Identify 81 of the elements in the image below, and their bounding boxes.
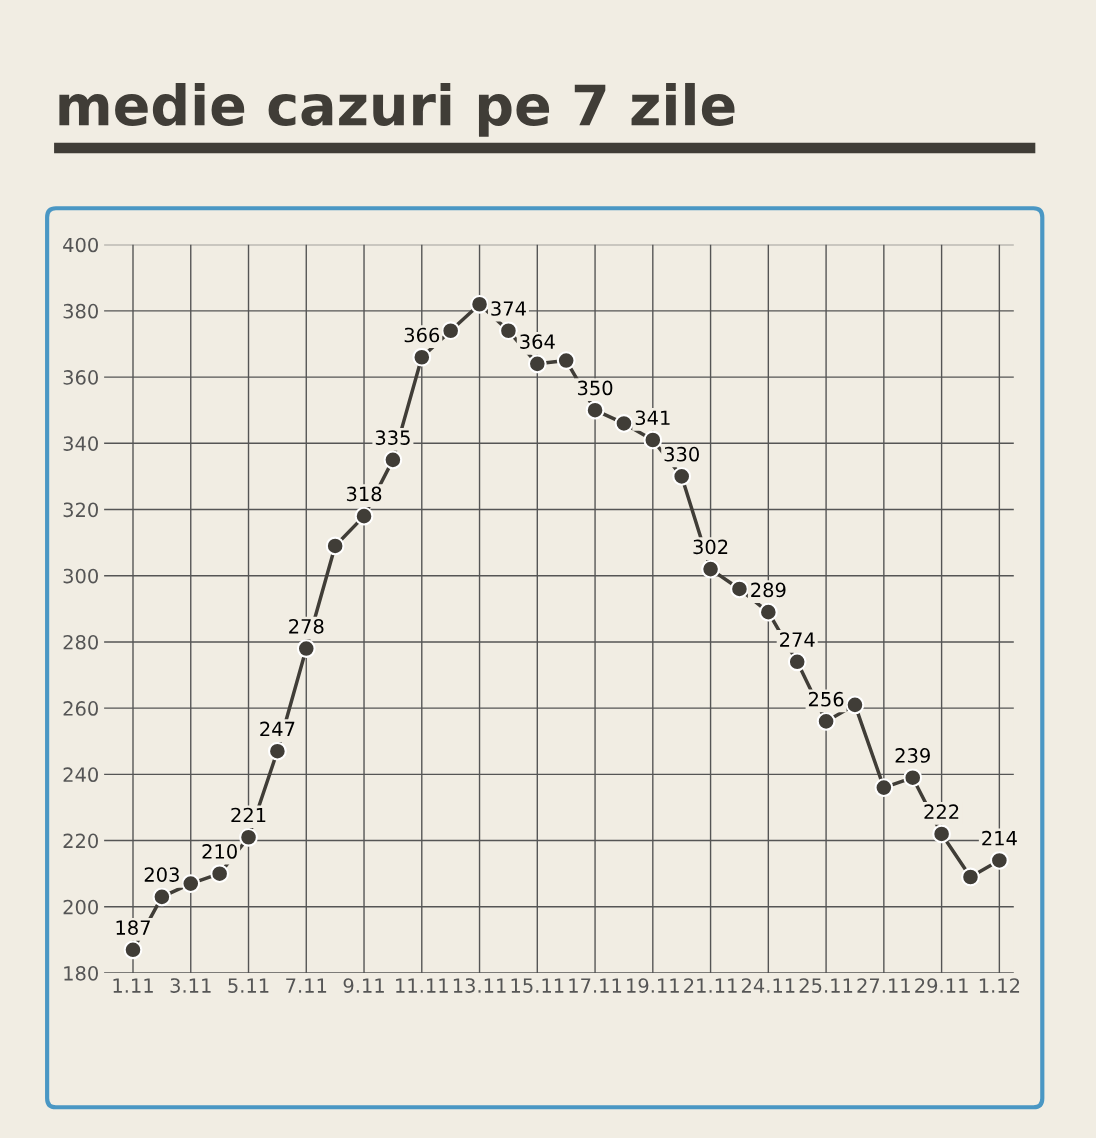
point [470,294,489,314]
data-label: 302 [693,539,728,555]
y-tick-label: 380 [63,303,98,319]
y-tick-label: 200 [63,899,98,915]
x-tick-label: 5.11 [228,978,269,993]
point [441,321,461,341]
x-tick-label: 27.11 [857,978,910,993]
point [730,579,749,599]
x-tick-label: 9.11 [343,978,384,993]
point [989,851,1009,870]
point [383,450,403,470]
data-label: 214 [982,830,1017,846]
x-tick-label: 15.11 [511,978,564,993]
point [961,867,980,887]
y-tick-label: 240 [63,767,98,783]
y-tick-label: 340 [63,436,98,451]
point [296,639,316,658]
data-label: 374 [491,301,526,316]
point [412,347,432,367]
x-tick-label: 13.11 [453,978,506,993]
data-label: 364 [520,334,555,349]
x-tick-label: 3.11 [170,978,211,993]
x-tick-label: 11.11 [396,978,448,993]
point [152,887,172,907]
y-tick-label: 300 [63,568,98,584]
point [845,695,865,715]
point [527,354,547,374]
x-tick-label: 17.11 [569,978,622,993]
data-label: 335 [375,430,410,445]
point [816,712,836,731]
data-label: 187 [116,920,150,935]
point [181,874,201,893]
point [758,602,778,622]
y-tick-label: 260 [63,701,98,716]
x-tick-label: 19.11 [627,978,679,993]
point [672,467,692,486]
y-tick-label: 220 [63,833,98,849]
x-tick-label: 7.11 [286,978,327,993]
y-tick-label: 400 [63,237,98,253]
x-tick-label: 21.11 [684,978,737,993]
x-tick-label: 25.11 [799,978,853,993]
data-label: 341 [635,410,670,426]
chart-title: medie cazuri pe 7 zile [59,82,735,137]
point [325,536,345,556]
point [354,506,374,526]
x-tick-label: 1.12 [979,978,1020,993]
point [210,864,230,884]
data-label: 222 [924,804,959,819]
data-label: 318 [346,486,382,502]
x-tick-label: 1.11 [113,978,153,993]
x-tick-label: 29.11 [915,978,968,993]
point [585,400,605,420]
data-label: 203 [144,867,179,882]
data-label: 289 [751,582,786,598]
point [874,778,894,797]
point [556,351,576,370]
data-label: 256 [808,691,844,707]
point [239,827,258,847]
y-tick-label: 280 [63,634,98,650]
data-label: 350 [577,380,613,396]
point [123,940,143,960]
data-label: 210 [202,844,237,859]
point [903,768,923,788]
data-label: 247 [260,721,295,737]
data-label: 274 [780,632,815,647]
point [614,414,634,433]
point [643,430,663,450]
y-tick-label: 320 [63,502,98,518]
data-label: 239 [895,748,930,763]
data-label: 221 [231,807,266,823]
point [932,824,951,844]
y-tick-label: 180 [64,965,98,981]
x-tick-label: 24.11 [741,978,795,993]
data-label: 278 [289,618,324,634]
point [499,321,518,341]
point [268,741,287,761]
data-label: 366 [404,327,440,343]
point [787,652,807,672]
y-tick-label: 360 [63,370,98,385]
data-label: 330 [664,446,699,462]
point [701,559,720,579]
